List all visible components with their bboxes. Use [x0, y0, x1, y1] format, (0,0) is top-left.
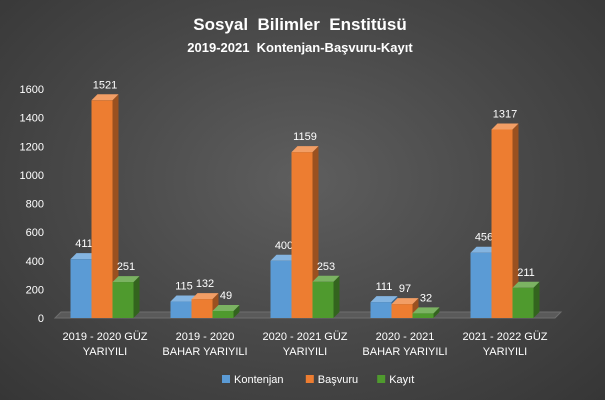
bar-front	[170, 301, 192, 318]
x-tick-label: 2020 - 2021 BAHAR YARIYILI	[362, 331, 447, 358]
bar-başvuru	[291, 146, 319, 318]
bar-front	[291, 152, 313, 318]
bar-front	[391, 304, 413, 318]
bar-front	[70, 259, 92, 318]
plot-area: 0 200 400 600 800 1000 1200 1400 1600 411 1521 251 2…	[20, 79, 563, 358]
bar-kayıt	[512, 281, 540, 318]
bar-front	[112, 282, 134, 318]
legend-label: Kontenjan	[234, 374, 284, 386]
bar-side	[512, 123, 519, 319]
x-tick-label-line: 2019 - 2020	[176, 331, 235, 343]
y-tick-label: 200	[26, 284, 44, 296]
x-tick-label-line: 2020 - 2021	[376, 331, 435, 343]
bar-top	[412, 307, 440, 314]
legend-label: Başvuru	[318, 374, 358, 386]
bar-front	[312, 281, 334, 318]
data-label: 1317	[493, 109, 517, 121]
y-tick-label: 1400	[20, 113, 44, 125]
bar-top	[370, 296, 398, 303]
x-tick-label-line: YARIYILI	[283, 346, 327, 358]
bar-side	[112, 94, 119, 318]
bar-top	[70, 253, 98, 260]
bar-top	[91, 94, 119, 101]
y-tick-label: 1000	[20, 170, 44, 182]
bar-front	[412, 313, 434, 318]
bar-top	[470, 246, 498, 253]
bar-front	[491, 129, 513, 318]
bar-top	[191, 293, 219, 300]
data-label: 1521	[93, 79, 117, 91]
legend-swatch	[305, 375, 314, 383]
bar-kayıt	[212, 304, 240, 318]
y-tick-label: 1600	[20, 84, 44, 96]
bar-kayıt	[312, 275, 340, 318]
data-label: 251	[117, 261, 135, 273]
bar-kayıt	[412, 307, 440, 318]
data-label: 49	[220, 290, 232, 302]
data-label: 253	[317, 261, 335, 273]
y-tick-label: 800	[26, 199, 44, 211]
chart-title: Sosyal Bilimler Enstitüsü	[193, 15, 407, 34]
data-label: 132	[196, 278, 214, 290]
bar-top	[391, 298, 419, 305]
data-label: 411	[75, 238, 93, 250]
x-tick-label-line: YARIYILI	[83, 346, 127, 358]
bar-side	[533, 281, 540, 318]
bar-side	[133, 276, 140, 318]
x-tick-label: 2019 - 2020 GÜZ YARIYILI	[63, 331, 148, 358]
bar-front	[91, 100, 113, 318]
x-tick-label-line: 2019 - 2020 GÜZ	[63, 331, 148, 343]
bar-başvuru	[491, 123, 519, 319]
data-label: 32	[420, 292, 432, 304]
bar-front	[470, 252, 492, 318]
bar-top	[512, 281, 540, 288]
data-label: 400	[275, 240, 293, 252]
bar-başvuru	[91, 94, 119, 318]
bar-top	[291, 146, 319, 153]
legend-swatch	[377, 375, 386, 383]
bar-top	[112, 276, 140, 283]
bar-front	[191, 299, 213, 318]
bar-front	[370, 302, 392, 318]
y-tick-label: 400	[26, 256, 44, 268]
bar-top	[170, 295, 198, 302]
bar-side	[433, 307, 440, 318]
bar-front	[270, 260, 292, 318]
x-tick-label-line: 2021 - 2022 GÜZ	[463, 331, 548, 343]
data-label: 111	[376, 281, 393, 293]
x-tick-label: 2021 - 2022 GÜZ YARIYILI	[463, 331, 548, 358]
bar-top	[491, 123, 519, 130]
bar-top	[312, 275, 340, 282]
bar-top	[270, 254, 298, 261]
x-tick-label-line: 2020 - 2021 GÜZ	[263, 331, 348, 343]
bar-başvuru	[191, 293, 219, 318]
data-label: 1159	[293, 131, 317, 143]
x-tick-label-line: BAHAR YARIYILI	[362, 346, 447, 358]
x-tick-label-line: YARIYILI	[483, 346, 527, 358]
bar-front	[212, 310, 234, 318]
bar-side	[312, 146, 319, 318]
bar-front	[512, 287, 534, 318]
x-tick-label: 2020 - 2021 GÜZ YARIYILI	[263, 331, 348, 358]
y-tick-label: 0	[38, 313, 44, 325]
bar-side	[333, 275, 340, 318]
legend-swatch	[222, 375, 230, 383]
data-label: 97	[399, 283, 411, 295]
data-label: 115	[175, 281, 193, 293]
x-tick-label-line: BAHAR YARIYILI	[162, 346, 247, 358]
bar-kayıt	[112, 276, 140, 318]
data-label: 211	[517, 267, 535, 279]
y-tick-label: 1200	[20, 141, 44, 153]
x-tick-label: 2019 - 2020 BAHAR YARIYILI	[162, 331, 247, 358]
bar-side	[233, 304, 240, 318]
chart-subtitle: 2019-2021 Kontenjan-Başvuru-Kayıt	[187, 40, 413, 55]
legend: Kontenjan Başvuru Kayıt	[222, 374, 414, 386]
y-tick-label: 600	[26, 227, 44, 239]
data-label: 456	[475, 232, 493, 244]
bar-top	[212, 304, 240, 311]
legend-label: Kayıt	[389, 374, 414, 386]
